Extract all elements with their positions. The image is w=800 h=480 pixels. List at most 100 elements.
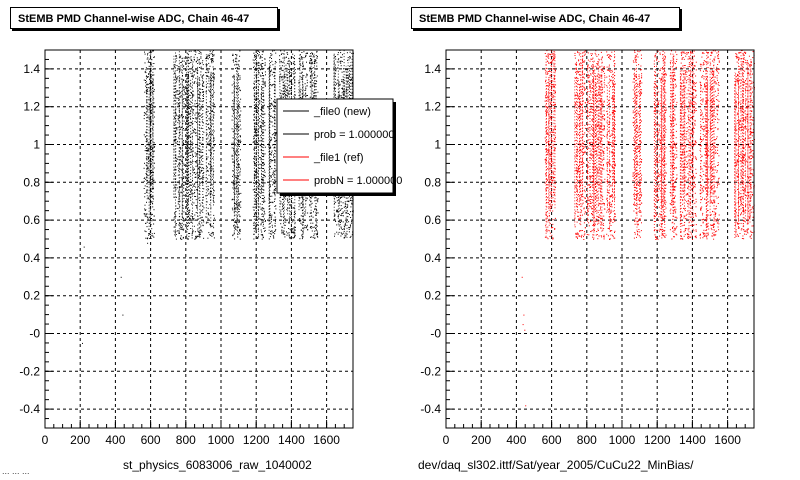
data-point [306,226,308,228]
data-point [294,233,296,235]
data-point [575,111,576,113]
data-point [273,154,274,156]
data-point [547,187,548,189]
data-point [259,101,261,103]
data-point [549,132,551,134]
data-point [145,231,147,233]
data-point [598,66,600,68]
data-point [189,210,191,212]
data-point [200,52,202,53]
data-point [554,187,556,188]
data-point [262,92,264,94]
data-point [253,62,255,64]
data-point [582,100,584,102]
data-point [309,62,311,64]
data-point [286,70,288,72]
data-point [597,73,599,75]
data-point [255,67,257,69]
data-point [549,83,551,85]
data-point [195,129,197,131]
data-point [146,91,148,93]
data-point [300,72,302,74]
data-band [205,50,215,239]
data-point [198,104,200,106]
data-point [600,51,602,53]
data-point [181,126,183,128]
data-point [144,230,146,232]
data-band [252,50,266,240]
data-point [262,221,264,223]
data-point [232,100,234,102]
data-point [274,230,276,232]
data-point [189,84,191,86]
data-point [213,78,215,80]
data-point [145,140,147,142]
data-point [143,79,145,81]
data-point [209,192,211,194]
data-point [290,80,292,82]
data-point [274,85,276,87]
data-point [210,85,212,87]
data-point [271,84,273,86]
data-point [261,88,263,90]
data-point [552,238,554,240]
data-point [254,126,256,128]
data-point [581,66,583,68]
data-point [193,202,195,204]
data-point [314,230,316,232]
data-point [602,223,604,225]
data-point [603,202,604,204]
data-point [313,60,315,62]
data-point [197,219,199,220]
data-point [211,166,213,168]
data-point [195,235,197,237]
data-point [144,150,146,152]
data-point [313,72,315,74]
data-point [578,142,580,144]
data-point [272,232,274,234]
data-point [593,238,595,240]
data-point [208,214,210,216]
data-point [544,53,546,54]
data-point [213,237,215,239]
data-point [253,88,255,90]
data-point [189,136,191,138]
data-point [200,230,202,232]
data-point [554,177,555,178]
data-point [151,171,153,173]
data-point [258,67,260,69]
data-point [145,209,147,211]
data-point [175,78,177,80]
data-point [301,238,303,240]
data-point [301,234,303,236]
data-point [587,99,589,101]
data-point [275,133,277,135]
data-point [299,54,301,56]
data-point [303,213,305,215]
data-point [180,155,182,157]
data-point [201,76,203,78]
data-point [145,76,147,78]
data-point [574,123,576,125]
data-point [177,122,179,124]
data-point [271,54,273,56]
data-point [189,147,191,149]
data-point [235,54,237,55]
data-point [269,195,271,197]
data-point [590,86,591,88]
data-point [600,100,602,102]
data-point [258,217,260,219]
data-point [264,84,266,86]
data-point [177,90,179,92]
data-point [148,234,150,236]
data-point [274,67,276,69]
data-point [548,122,549,124]
data-point [583,141,585,142]
data-point [303,94,305,96]
data-point [550,205,552,207]
data-point [270,71,272,72]
data-point [180,83,182,85]
data-point [147,175,149,177]
data-point [148,73,149,75]
data-point [299,197,301,199]
